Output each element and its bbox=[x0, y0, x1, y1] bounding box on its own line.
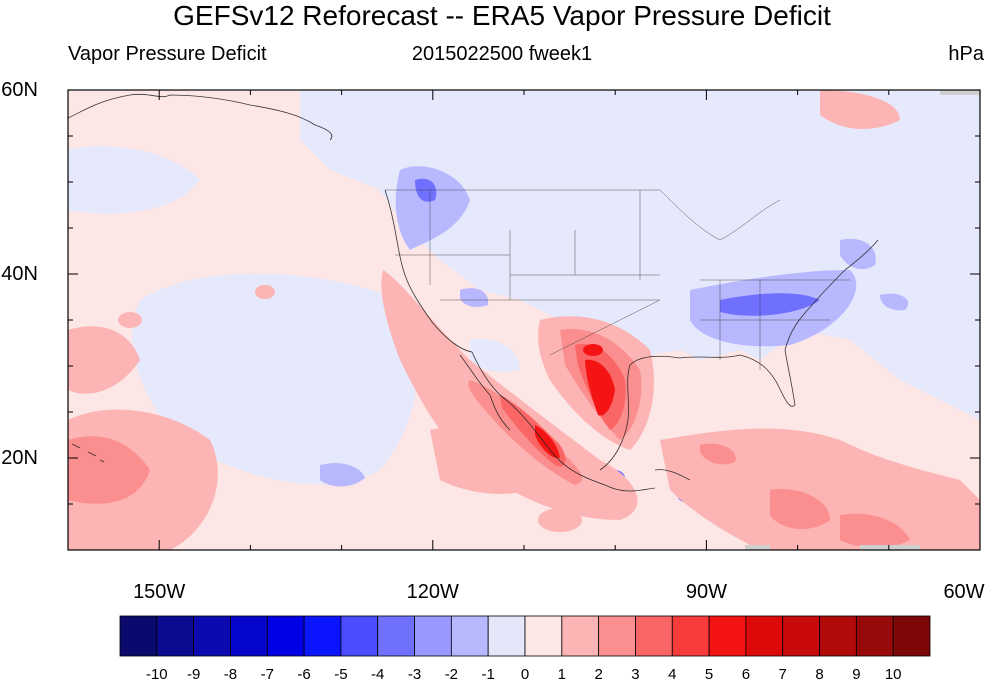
colorbar-swatch bbox=[671, 615, 710, 657]
lon-tick-label: 90W bbox=[685, 581, 727, 603]
colorbar-label: -9 bbox=[186, 666, 201, 683]
colorbar-label: 3 bbox=[631, 666, 640, 683]
colorbar-swatch bbox=[855, 615, 894, 657]
colorbar-label: 1 bbox=[557, 666, 566, 683]
coastlines bbox=[68, 93, 879, 492]
colorbar-swatch bbox=[708, 615, 747, 657]
colorbar-swatch bbox=[377, 615, 415, 657]
colorbar-swatch bbox=[450, 615, 489, 657]
colorbar-swatch bbox=[745, 615, 784, 657]
colorbar-label: 4 bbox=[668, 666, 677, 683]
red-peak-anomalies bbox=[535, 344, 615, 459]
colorbar-label: 2 bbox=[594, 666, 603, 683]
colorbar-label: -5 bbox=[334, 666, 348, 683]
colorbar-label: 8 bbox=[815, 666, 824, 683]
colorbar-label: 9 bbox=[852, 666, 861, 683]
lon-tick-label: 150W bbox=[133, 581, 186, 603]
colorbar-swatch bbox=[266, 615, 305, 657]
colorbar-label: 10 bbox=[884, 666, 902, 683]
colorbar-swatch bbox=[193, 615, 231, 657]
colorbar-label: -1 bbox=[481, 666, 495, 683]
lat-tick-label: 40N bbox=[1, 263, 38, 285]
colorbar-swatch bbox=[892, 615, 931, 657]
blue-anomalies bbox=[320, 166, 909, 487]
colorbar-label: 7 bbox=[778, 666, 787, 683]
colorbar-label: -10 bbox=[145, 666, 168, 683]
colorbar-label: -2 bbox=[444, 666, 459, 683]
colorbar-label: -6 bbox=[297, 666, 311, 683]
colorbar-label: 0 bbox=[520, 666, 530, 683]
colorbar-label: -3 bbox=[407, 666, 422, 683]
colorbar-label: -4 bbox=[371, 666, 385, 683]
state-borders bbox=[385, 189, 850, 370]
colorbar-swatch bbox=[561, 615, 600, 657]
colorbar-label: 5 bbox=[704, 666, 714, 683]
colorbar-swatch bbox=[340, 615, 379, 657]
colorbar-swatch bbox=[635, 615, 673, 657]
colorbar-swatch bbox=[414, 615, 452, 657]
colorbar-swatch bbox=[303, 615, 342, 657]
colorbar-swatch bbox=[598, 615, 636, 657]
lat-tick-label: 60N bbox=[1, 79, 38, 101]
missing-data-specks bbox=[745, 90, 980, 550]
colorbar-label: -8 bbox=[223, 666, 238, 683]
date-subtitle: 2015022500 fweek1 bbox=[411, 43, 593, 65]
units-subtitle: hPa bbox=[948, 43, 984, 65]
lat-tick-label: 20N bbox=[1, 447, 38, 469]
map-title: GEFSv12 Reforecast -- ERA5 Vapor Pressur… bbox=[173, 0, 831, 31]
colorbar-swatch bbox=[156, 615, 195, 657]
colorbar-swatch bbox=[782, 615, 820, 657]
variable-subtitle: Vapor Pressure Deficit bbox=[68, 43, 267, 65]
colorbar-swatch bbox=[487, 615, 526, 657]
tick-marks bbox=[67, 89, 981, 551]
colorbar-swatch bbox=[819, 615, 857, 657]
map-field bbox=[68, 90, 980, 550]
colorbar-label: 6 bbox=[741, 666, 751, 683]
lon-tick-label: 60W bbox=[943, 581, 985, 603]
lon-tick-label: 120W bbox=[406, 581, 459, 603]
colorbar-swatch bbox=[119, 615, 158, 657]
colorbar-swatch bbox=[230, 615, 268, 657]
colorbar-swatch bbox=[524, 615, 563, 657]
colorbar-label: -7 bbox=[260, 666, 274, 683]
colorbar bbox=[119, 615, 931, 657]
